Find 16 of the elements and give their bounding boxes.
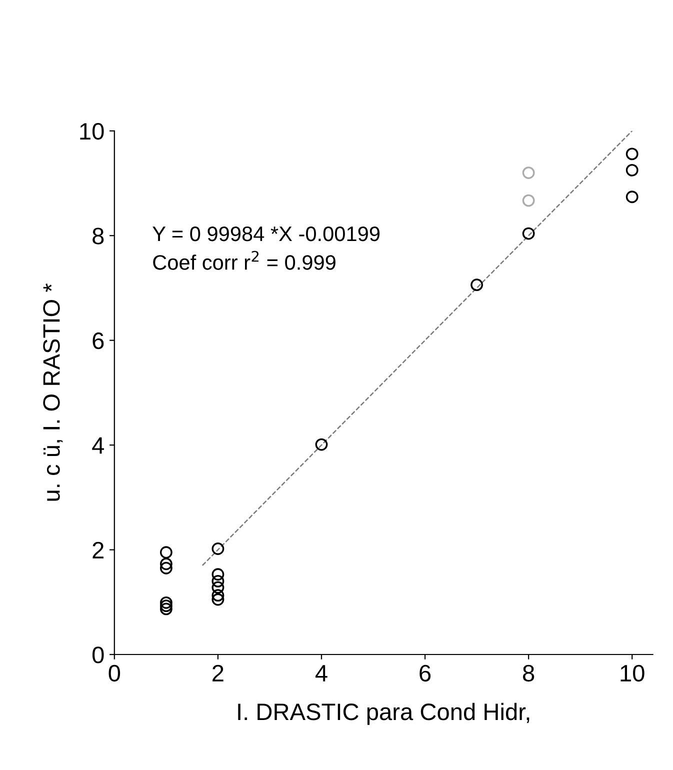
y-tick-label: 8 [92,228,104,244]
x-tick-label: 10 [620,664,644,682]
y-tick-label: 6 [92,332,104,350]
y-tick-label: 10 [80,122,104,140]
x-tick-label: 8 [523,664,534,682]
x-tick-label: 2 [212,664,224,682]
y-tick-label: 0 [92,646,104,664]
x-axis-title: I. DRASTIC para Cond Hidr, [238,702,530,725]
x-tick-label: 4 [315,665,328,682]
x-tick-label: 6 [420,664,431,682]
y-tick-label: 4 [92,437,104,454]
annotation: Y = 0 99984 *X -0.00199 [152,226,380,242]
x-tick-label: 0 [108,664,120,682]
annotation: Coef corr r$^{2}$ = 0.999 [153,250,336,270]
y-axis-title: u. c ü, I. O RASTIO * [43,284,63,501]
y-tick-label: 2 [92,542,104,558]
